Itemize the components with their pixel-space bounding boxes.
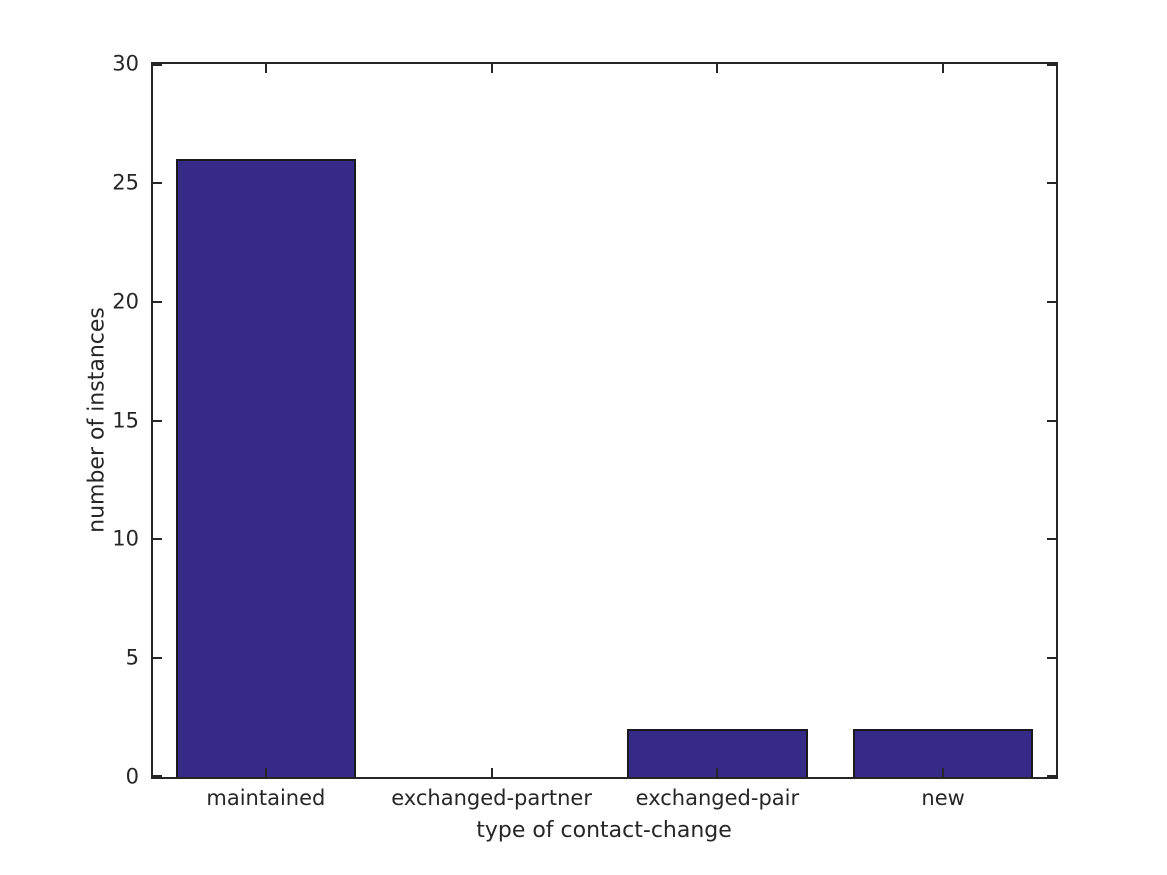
plot-area bbox=[151, 62, 1058, 779]
y-tick-right-15 bbox=[1047, 419, 1056, 422]
y-tick-left-25 bbox=[153, 181, 162, 184]
y-tick-left-15 bbox=[153, 419, 162, 422]
y-tick-right-0 bbox=[1047, 775, 1056, 777]
x-axis-label: type of contact-change bbox=[476, 818, 732, 843]
y-tick-label-10: 10 bbox=[112, 526, 139, 551]
x-tick-label-maintained: maintained bbox=[206, 786, 326, 810]
x-tick-label-new: new bbox=[921, 786, 965, 810]
y-tick-right-5 bbox=[1047, 657, 1056, 660]
x-tick-label-exchanged-pair: exchanged-pair bbox=[635, 786, 800, 810]
y-tick-label-15: 15 bbox=[112, 408, 139, 432]
y-tick-left-10 bbox=[153, 538, 162, 541]
y-tick-label-30: 30 bbox=[112, 51, 139, 76]
y-tick-label-25: 25 bbox=[112, 170, 139, 195]
y-tick-right-30 bbox=[1047, 64, 1056, 66]
x-tick-bottom-maintained bbox=[264, 768, 267, 777]
x-tick-bottom-exchanged-partner bbox=[490, 768, 493, 777]
x-tick-top-exchanged-partner bbox=[490, 64, 493, 73]
y-tick-left-5 bbox=[153, 657, 162, 660]
y-tick-label-0: 0 bbox=[125, 764, 139, 789]
y-tick-left-30 bbox=[153, 64, 162, 66]
x-tick-top-new bbox=[942, 64, 945, 73]
bar-maintained bbox=[175, 159, 357, 777]
y-tick-right-25 bbox=[1047, 181, 1056, 184]
x-tick-label-exchanged-partner: exchanged-partner bbox=[391, 786, 592, 810]
y-tick-label-5: 5 bbox=[125, 645, 139, 670]
x-tick-bottom-new bbox=[942, 768, 945, 777]
x-tick-top-exchanged-pair bbox=[716, 64, 719, 73]
y-tick-left-20 bbox=[153, 300, 162, 303]
y-tick-right-20 bbox=[1047, 300, 1056, 303]
x-tick-top-maintained bbox=[264, 64, 267, 73]
y-tick-right-10 bbox=[1047, 538, 1056, 541]
y-tick-left-0 bbox=[153, 775, 162, 777]
x-tick-bottom-exchanged-pair bbox=[716, 768, 719, 777]
y-tick-label-20: 20 bbox=[112, 289, 139, 314]
